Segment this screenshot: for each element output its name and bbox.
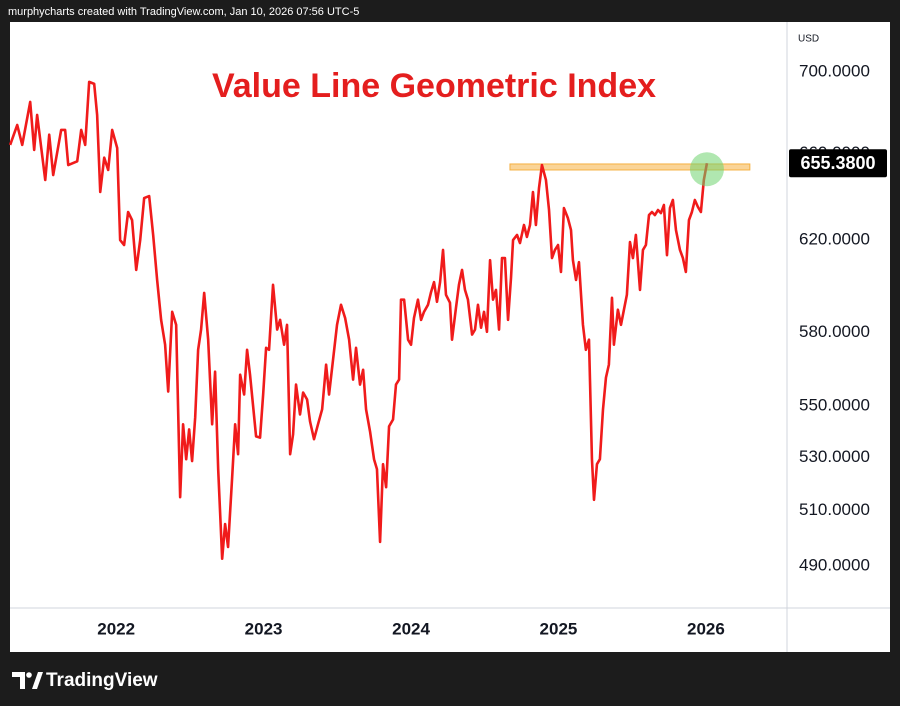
chart-title: Value Line Geometric Index [212,67,656,105]
y-tick-label: 490.0000 [799,556,870,575]
logo-slash [32,672,43,689]
footer-brand: TradingView [46,670,158,691]
price-line [8,80,709,561]
last-price-box [789,149,887,178]
logo-dot [26,672,32,678]
tradingview-logo [12,672,43,689]
logo-mark [12,672,25,689]
highlight-circle [689,152,724,187]
header-text: murphycharts created with TradingView.co… [8,6,359,18]
resistance-band [509,163,751,171]
y-tick-label: 620.0000 [799,230,870,249]
x-tick-label: 2024 [392,619,430,638]
currency-label: USD [798,34,819,45]
last-price-label: 655.3800 [800,153,875,173]
x-tick-label: 2025 [540,619,578,638]
y-tick-label: 530.0000 [799,447,870,466]
y-tick-label: 580.0000 [799,322,870,341]
y-tick-label: 700.0000 [799,61,870,80]
chart-panel [10,22,890,652]
y-tick-label: 550.0000 [799,396,870,415]
x-tick-label: 2026 [687,619,725,638]
x-tick-label: 2023 [245,619,283,638]
x-tick-label: 2022 [97,619,135,638]
y-tick-label: 510.0000 [799,500,870,519]
